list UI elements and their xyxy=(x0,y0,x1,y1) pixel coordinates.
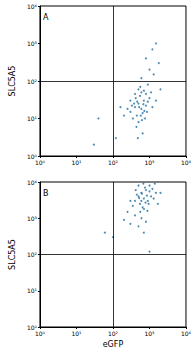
svg-text:10¹: 10¹ xyxy=(27,115,38,122)
svg-text:10²: 10² xyxy=(108,159,119,166)
svg-text:10³: 10³ xyxy=(27,40,38,47)
svg-text:10³: 10³ xyxy=(144,330,155,337)
svg-text:B: B xyxy=(43,189,49,198)
svg-text:SLC5A5: SLC5A5 xyxy=(8,239,17,270)
svg-text:10⁴: 10⁴ xyxy=(181,159,192,166)
svg-text:10⁰: 10⁰ xyxy=(26,323,37,331)
svg-text:10²: 10² xyxy=(27,251,38,258)
svg-text:10⁰: 10⁰ xyxy=(35,159,46,166)
svg-text:eGFP: eGFP xyxy=(103,340,124,349)
svg-text:SLC5A5: SLC5A5 xyxy=(8,66,17,97)
svg-text:10³: 10³ xyxy=(144,159,155,166)
svg-text:A: A xyxy=(43,13,49,22)
svg-text:10²: 10² xyxy=(108,330,119,337)
svg-text:10¹: 10¹ xyxy=(27,287,38,294)
svg-text:10⁴: 10⁴ xyxy=(27,179,38,186)
svg-text:10²: 10² xyxy=(27,78,38,85)
svg-text:10⁴: 10⁴ xyxy=(181,330,192,337)
svg-text:10³: 10³ xyxy=(27,215,38,222)
svg-text:10⁴: 10⁴ xyxy=(27,3,38,10)
svg-text:10⁰: 10⁰ xyxy=(35,330,46,337)
svg-text:10⁰: 10⁰ xyxy=(26,152,37,160)
svg-text:10¹: 10¹ xyxy=(71,330,82,337)
svg-text:10¹: 10¹ xyxy=(71,159,82,166)
